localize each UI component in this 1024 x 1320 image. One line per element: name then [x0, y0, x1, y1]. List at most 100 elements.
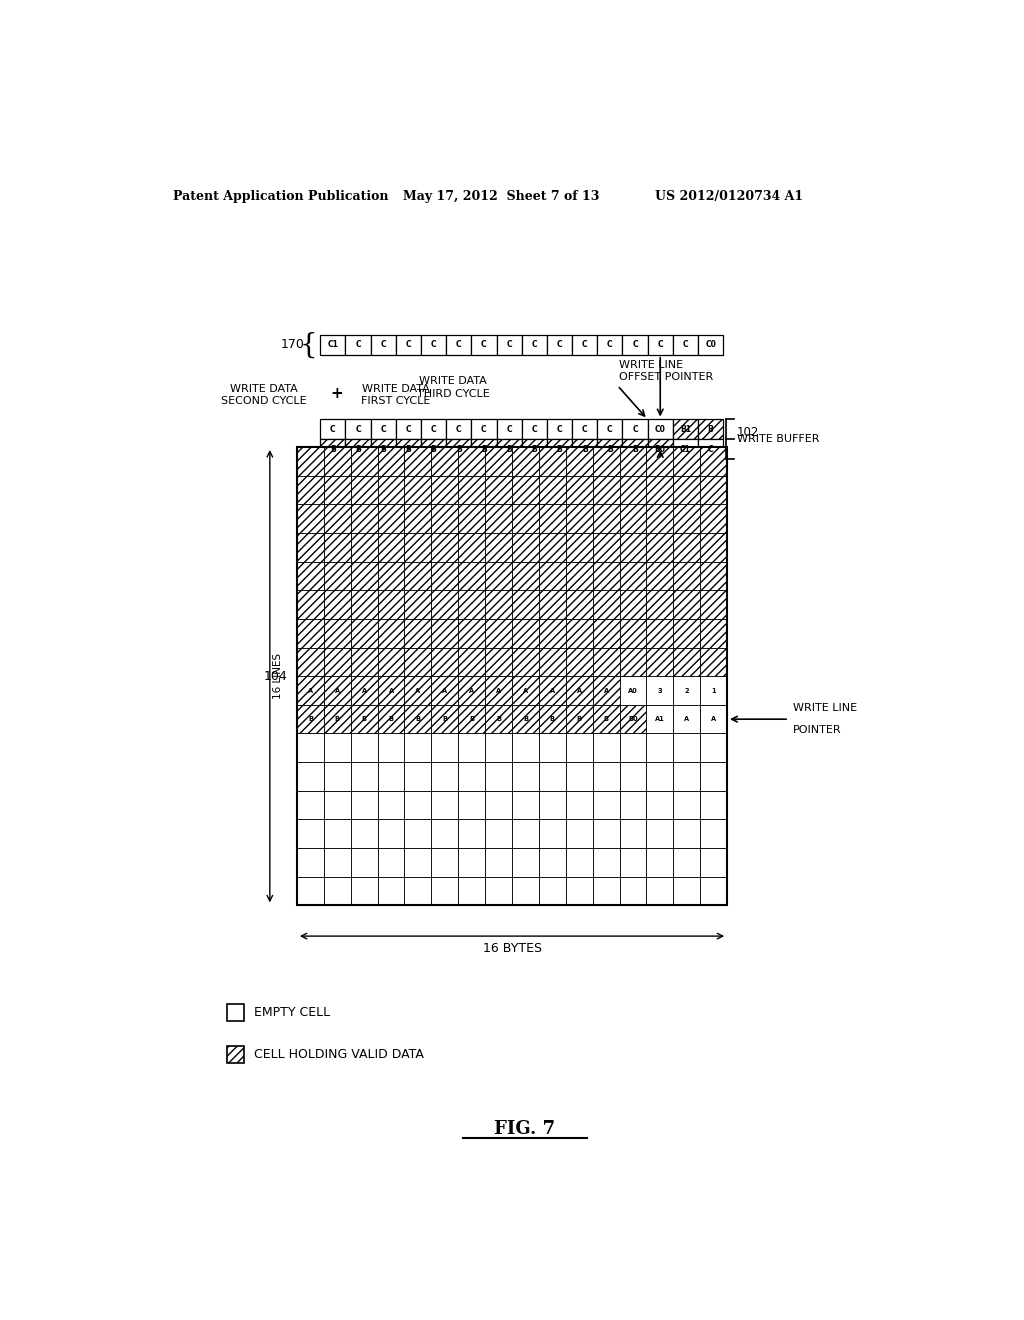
Bar — [350, 590, 378, 619]
Text: B: B — [469, 717, 474, 722]
Bar — [700, 475, 727, 504]
Bar — [324, 847, 350, 876]
Bar — [512, 705, 539, 734]
Bar — [673, 440, 698, 459]
Bar — [572, 420, 597, 440]
Bar — [566, 533, 593, 562]
Bar — [459, 705, 485, 734]
Bar — [700, 648, 727, 676]
Text: FIRST CYCLE: FIRST CYCLE — [360, 396, 430, 407]
Bar — [350, 562, 378, 590]
Bar — [593, 762, 620, 791]
Bar — [700, 590, 727, 619]
Text: POINTER: POINTER — [793, 725, 842, 735]
Bar — [512, 876, 539, 906]
Bar — [324, 619, 350, 648]
Bar — [431, 447, 459, 475]
Text: B: B — [330, 445, 336, 454]
Bar — [539, 648, 566, 676]
Bar — [324, 504, 350, 533]
Bar — [485, 820, 512, 847]
Bar — [459, 648, 485, 676]
Bar — [324, 734, 350, 762]
Text: C: C — [607, 341, 612, 350]
Bar — [324, 562, 350, 590]
Bar — [674, 847, 700, 876]
Bar — [404, 676, 431, 705]
Bar — [404, 734, 431, 762]
Bar — [593, 676, 620, 705]
Bar — [395, 335, 421, 355]
Text: C: C — [355, 425, 360, 434]
Bar — [446, 440, 471, 459]
Bar — [646, 676, 674, 705]
Bar — [404, 791, 431, 820]
Bar — [539, 820, 566, 847]
Bar — [646, 619, 674, 648]
Bar — [324, 762, 350, 791]
Text: 3: 3 — [657, 688, 663, 693]
Bar — [646, 648, 674, 676]
Text: C: C — [708, 445, 714, 454]
Text: C: C — [657, 341, 664, 350]
Text: C: C — [506, 341, 512, 350]
Text: B: B — [506, 445, 512, 454]
Bar — [539, 619, 566, 648]
Bar — [620, 504, 646, 533]
Bar — [321, 335, 345, 355]
Bar — [324, 648, 350, 676]
Bar — [698, 420, 723, 440]
Bar — [404, 533, 431, 562]
Bar — [485, 619, 512, 648]
Bar — [471, 440, 497, 459]
Bar — [700, 619, 727, 648]
Bar — [471, 335, 497, 355]
Bar — [700, 447, 727, 475]
Text: WRITE DATA: WRITE DATA — [361, 384, 429, 395]
Bar — [521, 440, 547, 459]
Bar — [378, 705, 404, 734]
Bar — [459, 619, 485, 648]
Bar — [350, 648, 378, 676]
Bar — [497, 335, 521, 355]
Text: A1: A1 — [655, 717, 665, 722]
Bar — [566, 705, 593, 734]
Bar — [378, 734, 404, 762]
Bar — [378, 847, 404, 876]
Bar — [431, 590, 459, 619]
Text: C: C — [406, 425, 412, 434]
Bar — [620, 820, 646, 847]
Text: A: A — [496, 688, 501, 693]
Text: B: B — [361, 717, 367, 722]
Bar — [646, 475, 674, 504]
Text: B: B — [531, 445, 538, 454]
Bar — [431, 562, 459, 590]
Bar — [620, 705, 646, 734]
Bar — [350, 619, 378, 648]
Bar — [674, 475, 700, 504]
Bar — [512, 676, 539, 705]
Bar — [431, 533, 459, 562]
Bar — [431, 676, 459, 705]
Bar — [378, 590, 404, 619]
Bar — [485, 734, 512, 762]
Bar — [700, 533, 727, 562]
Bar — [623, 335, 647, 355]
Bar — [485, 590, 512, 619]
Bar — [297, 590, 324, 619]
Text: B: B — [406, 445, 412, 454]
Text: WRITE LINE: WRITE LINE — [620, 360, 683, 370]
Bar — [350, 762, 378, 791]
Bar — [597, 335, 623, 355]
Bar — [371, 440, 395, 459]
Bar — [674, 619, 700, 648]
Text: A: A — [416, 688, 421, 693]
Bar — [459, 762, 485, 791]
Bar — [459, 533, 485, 562]
Bar — [350, 705, 378, 734]
Bar — [459, 676, 485, 705]
Bar — [471, 420, 497, 440]
Bar — [485, 447, 512, 475]
Bar — [700, 504, 727, 533]
Bar — [673, 420, 698, 440]
